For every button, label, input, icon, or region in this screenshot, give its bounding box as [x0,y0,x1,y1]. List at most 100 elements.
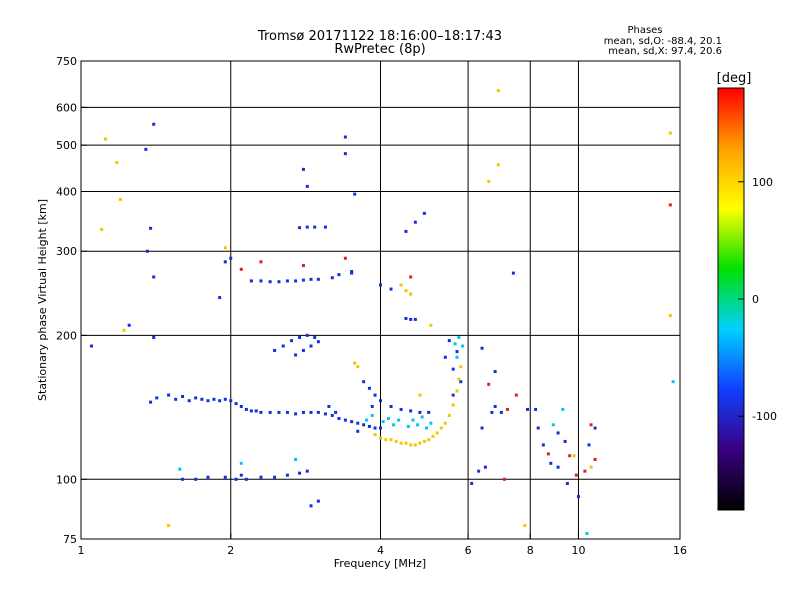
data-point [413,443,417,447]
data-point [290,339,294,343]
data-point [409,409,413,413]
data-point [155,396,159,400]
y-tick-label: 400 [56,185,77,198]
data-point [194,477,198,481]
data-point [330,413,334,417]
data-point [585,532,589,536]
data-point [572,454,576,458]
data-point [487,382,491,386]
y-tick-label: 300 [56,245,77,258]
data-point [668,203,672,207]
data-point [218,399,222,403]
y-axis-label: Stationary phase Virtual Height [km] [36,199,49,401]
data-point [439,426,443,430]
axis-ticks: 1 2 4 6 8 10 16 75 100 200 300 400 500 600 750 [56,55,687,557]
y-tick-label: 750 [56,55,77,68]
data-point [404,289,408,293]
data-point [356,429,360,433]
data-point [212,397,216,401]
data-point [493,404,497,408]
data-point [589,465,593,469]
data-point [487,179,491,183]
y-tick-label: 100 [56,473,77,486]
data-point [309,277,313,281]
data-point [389,438,393,442]
data-point [181,394,185,398]
data-point [549,461,553,465]
data-point [330,276,334,280]
y-tick-label: 600 [56,101,77,114]
data-point [556,465,560,469]
data-point [115,160,119,164]
data-point [505,407,509,411]
data-point [556,431,560,435]
data-point [523,524,527,528]
data-point [285,279,289,283]
data-point [239,461,243,465]
data-point [392,423,396,427]
phases-title: Phases [627,25,662,36]
data-point [298,471,302,475]
data-point [149,400,153,404]
data-point [277,280,281,284]
x-tick-label: 6 [465,544,472,557]
data-point [365,418,369,422]
data-point [574,473,578,477]
data-point [413,317,417,321]
data-point [249,409,253,413]
data-point [309,504,313,508]
data-point [316,410,320,414]
data-point [152,335,156,339]
data-point [239,404,243,408]
data-point [277,410,281,414]
data-point [309,344,313,348]
data-points [90,89,675,536]
data-point [459,380,463,384]
phase-stats-o: mean, sd,O: -88.4, 20.1 [604,36,722,47]
data-point [429,323,433,327]
data-point [386,417,390,421]
data-point [429,421,433,425]
data-point [313,225,317,229]
data-point [316,277,320,281]
data-point [223,246,227,250]
data-point [294,279,298,283]
data-point [103,137,107,141]
data-point [149,226,153,230]
data-point [194,396,198,400]
data-point [259,260,263,264]
data-point [244,407,248,411]
data-point [451,393,455,397]
data-point [353,192,357,196]
data-point [187,399,191,403]
data-point [379,436,382,440]
data-point [316,499,320,503]
grid [81,61,680,539]
data-point [563,439,567,443]
chart-subtitle: RwPretec (8p) [334,42,425,57]
data-point [294,353,298,357]
data-point [418,441,422,445]
data-point [223,397,227,401]
data-point [455,355,459,359]
data-point [480,426,484,430]
data-point [350,271,354,275]
data-point [384,438,388,442]
data-point [327,404,331,408]
data-point [404,441,408,445]
data-point [343,135,347,139]
data-point [551,423,555,427]
data-point [343,152,347,156]
x-tick-label: 8 [527,544,534,557]
data-point [249,279,253,283]
data-point [144,147,148,151]
data-point [367,386,371,390]
x-tick-label: 2 [227,544,234,557]
data-point [373,393,377,397]
data-point [496,163,500,167]
data-point [174,397,178,401]
data-point [167,524,171,528]
data-point [406,424,410,428]
data-point [457,377,461,381]
data-point [443,355,447,359]
